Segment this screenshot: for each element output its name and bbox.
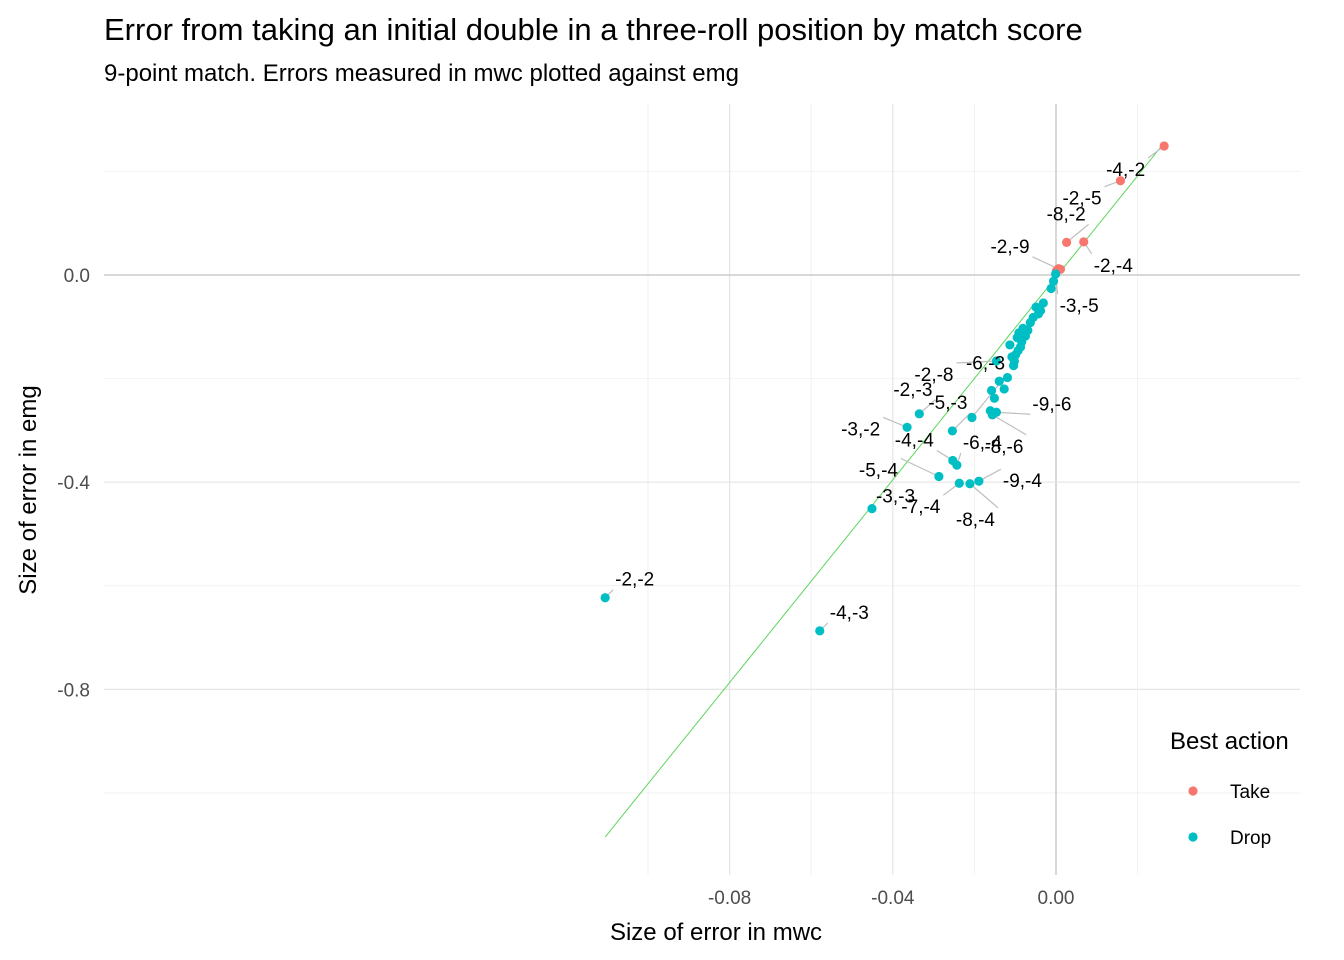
- data-point-drop: [1048, 276, 1059, 286]
- data-point-drop: [1038, 298, 1048, 308]
- point-label: -7,-4: [901, 497, 941, 518]
- data-point-drop: [991, 356, 1002, 366]
- point-label: -4,-2: [1106, 160, 1145, 181]
- point-label: -8,-2: [1047, 204, 1086, 225]
- legend-swatch-drop: [1188, 832, 1198, 842]
- point-label: -9,-6: [1032, 394, 1071, 415]
- grid: [104, 104, 1300, 875]
- data-point-drop: [967, 412, 977, 423]
- point-label: -8,-6: [984, 437, 1023, 458]
- point-label: -2,-4: [1094, 256, 1134, 277]
- data-point-take: [1115, 176, 1126, 186]
- point-label: -5,-3: [928, 393, 967, 414]
- chart-subtitle: 9-point match. Errors measured in mwc pl…: [104, 60, 739, 87]
- label-leader: [900, 457, 940, 478]
- chart-title: Error from taking an initial double in a…: [104, 12, 1083, 47]
- data-point-drop: [999, 384, 1009, 394]
- point-label: -2,-9: [990, 237, 1029, 258]
- data-point-drop: [974, 476, 984, 486]
- data-point-drop: [934, 471, 944, 482]
- legend: Best action Take Drop: [1170, 728, 1289, 849]
- label-leader: [956, 360, 997, 364]
- data-point-drop: [985, 406, 995, 416]
- point-label: -2,-8: [914, 365, 953, 386]
- y-axis-title: Size of error in emg: [15, 385, 42, 594]
- point-label: -3,-2: [841, 419, 880, 440]
- legend-entries: Take Drop: [1188, 782, 1271, 849]
- point-labels: -4,-2-2,-5-8,-2 -2,-4 -2,-9 -2,-2 -4,-3 -3,-3…: [615, 160, 1145, 624]
- data-point-drop: [1050, 269, 1061, 279]
- data-point-drop: [965, 479, 975, 489]
- label-leader: [1032, 256, 1059, 270]
- label-leader: [996, 411, 1031, 415]
- tick-labels: -0.08 -0.04 0.00 0.0 -0.4 -0.8: [57, 266, 1074, 909]
- legend-label-drop: Drop: [1230, 828, 1271, 849]
- data-point-drop: [815, 626, 825, 636]
- data-point-drop: [1007, 352, 1017, 362]
- data-point-drop: [952, 460, 962, 470]
- data-point-drop: [1025, 318, 1035, 328]
- reference-line-layer: [604, 142, 1165, 838]
- y-tick-label: 0.0: [64, 266, 90, 287]
- x-tick-label: -0.04: [871, 888, 915, 909]
- legend-swatch-take: [1188, 786, 1198, 796]
- x-tick-label: 0.00: [1038, 888, 1075, 909]
- y-tick-label: -0.4: [57, 473, 90, 494]
- point-label: -2,-3: [893, 380, 932, 401]
- data-point-take: [1079, 237, 1089, 247]
- point-label: -6,-4: [963, 433, 1003, 454]
- data-point-drop: [867, 504, 877, 514]
- point-label: -2,-2: [615, 570, 654, 591]
- data-point-drop: [914, 409, 924, 419]
- data-point-drop: [954, 478, 964, 488]
- label-leader: [992, 414, 1027, 436]
- reference-line: [604, 142, 1165, 838]
- data-point-drop: [1005, 340, 1015, 350]
- data-points: [600, 141, 1169, 636]
- point-label: -3,-3: [876, 487, 915, 508]
- point-label: -2,-5: [1062, 189, 1101, 210]
- data-point-drop: [1031, 302, 1041, 312]
- legend-title: Best action: [1170, 728, 1289, 755]
- data-point-take: [1062, 237, 1072, 247]
- label-leader: [1066, 223, 1089, 243]
- point-label: -5,-4: [859, 461, 899, 482]
- x-axis-title: Size of error in mwc: [610, 919, 822, 946]
- data-point-drop: [986, 385, 997, 396]
- label-leader: [969, 483, 999, 509]
- point-label: -4,-4: [895, 430, 935, 451]
- legend-label-take: Take: [1230, 782, 1270, 803]
- data-point-drop: [1002, 372, 1013, 383]
- point-label: -6,-3: [966, 353, 1005, 374]
- data-point-drop: [1046, 283, 1056, 294]
- point-label: -9,-4: [1003, 471, 1042, 492]
- data-point-drop: [989, 393, 999, 403]
- point-label: -4,-3: [830, 603, 869, 624]
- point-label: -3,-5: [1060, 296, 1099, 317]
- data-point-drop: [1012, 333, 1022, 343]
- x-tick-label: -0.08: [708, 888, 751, 909]
- y-tick-label: -0.8: [57, 680, 90, 701]
- data-point-drop: [947, 426, 957, 436]
- data-point-drop: [1008, 361, 1019, 371]
- point-label: -8,-4: [956, 510, 996, 531]
- data-point-take: [1159, 141, 1169, 151]
- data-point-drop: [902, 422, 912, 432]
- data-point-drop: [600, 593, 610, 603]
- data-point-drop: [994, 376, 1004, 386]
